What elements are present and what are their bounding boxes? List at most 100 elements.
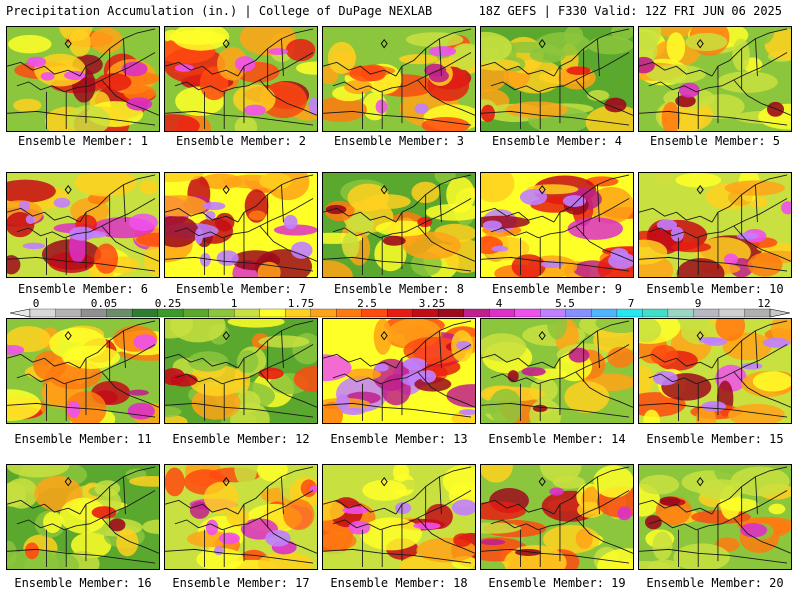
ensemble-member-caption-13: Ensemble Member: 13 <box>330 432 468 446</box>
colorbar-swatch <box>744 308 771 318</box>
ensemble-member-panel-3 <box>322 26 476 132</box>
ensemble-member-panel-8 <box>322 172 476 278</box>
ensemble-member-panel-14 <box>480 318 634 424</box>
colorbar-swatch <box>642 308 669 318</box>
ensemble-member-panel-2 <box>164 26 318 132</box>
colorbar-swatch <box>412 308 439 318</box>
ensemble-member-caption-12: Ensemble Member: 12 <box>172 432 310 446</box>
precip-map-13 <box>323 319 475 423</box>
precip-map-10 <box>639 173 791 277</box>
ensemble-member-panel-10 <box>638 172 792 278</box>
ensemble-member-caption-9: Ensemble Member: 9 <box>491 282 623 296</box>
colorbar-swatch <box>182 308 210 318</box>
ensemble-member-caption-2: Ensemble Member: 2 <box>175 134 307 148</box>
precip-map-17 <box>165 465 317 569</box>
colorbar-graphic <box>9 308 791 318</box>
colorbar-swatch <box>616 308 643 318</box>
colorbar-swatch <box>387 308 414 318</box>
ensemble-member-panel-7 <box>164 172 318 278</box>
colorbar-swatch <box>310 308 337 318</box>
colorbar-label: 12 <box>757 297 771 310</box>
precip-map-14 <box>481 319 633 423</box>
precip-map-19 <box>481 465 633 569</box>
precip-map-1 <box>7 27 159 131</box>
colorbar-label: 0.05 <box>90 297 118 310</box>
ensemble-member-panel-12 <box>164 318 318 424</box>
colorbar-swatch <box>667 308 694 318</box>
precip-map-20 <box>639 465 791 569</box>
ensemble-member-panel-4 <box>480 26 634 132</box>
precip-map-2 <box>165 27 317 131</box>
ensemble-member-caption-17: Ensemble Member: 17 <box>172 576 310 590</box>
colorbar-swatch <box>80 308 107 318</box>
colorbar-swatch <box>233 308 261 318</box>
ensemble-member-caption-16: Ensemble Member: 16 <box>14 576 152 590</box>
colorbar-swatch <box>208 308 235 318</box>
ensemble-member-panel-17 <box>164 464 318 570</box>
ensemble-member-panel-13 <box>322 318 476 424</box>
precip-map-4 <box>481 27 633 131</box>
ensemble-member-panel-15 <box>638 318 792 424</box>
colorbar-label: 1 <box>230 297 238 310</box>
colorbar-swatch <box>438 308 465 318</box>
colorbar-swatch <box>565 308 592 318</box>
colorbar-swatch <box>361 308 388 318</box>
ensemble-member-caption-7: Ensemble Member: 7 <box>175 282 307 296</box>
ensemble-member-panel-19 <box>480 464 634 570</box>
colorbar-swatch <box>29 308 56 318</box>
ensemble-member-caption-8: Ensemble Member: 8 <box>333 282 465 296</box>
run-info: 18Z GEFS | F330 Valid: 12Z FRI JUN 06 20… <box>478 4 782 18</box>
colorbar-swatch <box>285 308 312 318</box>
page-title: Precipitation Accumulation (in.) | Colle… <box>6 4 433 18</box>
colorbar-swatch <box>336 308 363 318</box>
colorbar-swatch <box>157 308 184 318</box>
ensemble-member-caption-10: Ensemble Member: 10 <box>646 282 784 296</box>
ensemble-member-caption-20: Ensemble Member: 20 <box>646 576 784 590</box>
ensemble-member-panel-20 <box>638 464 792 570</box>
ensemble-member-caption-6: Ensemble Member: 6 <box>17 282 149 296</box>
ensemble-member-panel-16 <box>6 464 160 570</box>
precip-map-12 <box>165 319 317 423</box>
ensemble-member-panel-9 <box>480 172 634 278</box>
colorbar-swatch <box>106 308 133 318</box>
colorbar-label: 4 <box>495 297 503 310</box>
colorbar-swatch <box>259 308 286 318</box>
precip-map-11 <box>7 319 159 423</box>
precip-map-7 <box>165 173 317 277</box>
ensemble-member-caption-5: Ensemble Member: 5 <box>649 134 781 148</box>
precip-map-9 <box>481 173 633 277</box>
ensemble-member-caption-11: Ensemble Member: 11 <box>14 432 152 446</box>
ensemble-member-panel-18 <box>322 464 476 570</box>
colorbar-swatch <box>514 308 541 318</box>
precip-map-16 <box>7 465 159 569</box>
ensemble-member-caption-1: Ensemble Member: 1 <box>17 134 149 148</box>
colorbar-label: 2.5 <box>357 297 377 310</box>
colorbar-swatch <box>131 308 159 318</box>
ensemble-member-caption-18: Ensemble Member: 18 <box>330 576 468 590</box>
precip-map-18 <box>323 465 475 569</box>
ensemble-member-caption-4: Ensemble Member: 4 <box>491 134 623 148</box>
colorbar-swatch <box>489 308 516 318</box>
ensemble-member-panel-1 <box>6 26 160 132</box>
precip-map-8 <box>323 173 475 277</box>
colorbar-swatch <box>591 308 618 318</box>
ensemble-member-caption-19: Ensemble Member: 19 <box>488 576 626 590</box>
ensemble-member-caption-14: Ensemble Member: 14 <box>488 432 626 446</box>
precip-map-5 <box>639 27 791 131</box>
precip-map-3 <box>323 27 475 131</box>
colorbar-label: 5.5 <box>555 297 575 310</box>
precip-map-15 <box>639 319 791 423</box>
precip-map-6 <box>7 173 159 277</box>
colorbar-label: 0.25 <box>154 297 182 310</box>
colorbar-label: 0 <box>32 297 40 310</box>
ensemble-member-caption-15: Ensemble Member: 15 <box>646 432 784 446</box>
colorbar-swatch <box>540 308 567 318</box>
colorbar-label: 1.75 <box>287 297 315 310</box>
colorbar-label: 3.25 <box>418 297 446 310</box>
ensemble-member-panel-6 <box>6 172 160 278</box>
colorbar <box>8 298 792 320</box>
colorbar-swatch <box>55 308 82 318</box>
colorbar-swatch <box>718 308 745 318</box>
ensemble-member-panel-5 <box>638 26 792 132</box>
ensemble-member-panel-11 <box>6 318 160 424</box>
